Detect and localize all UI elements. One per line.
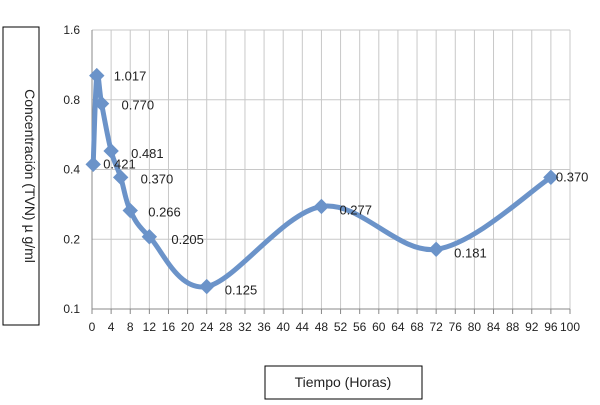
x-tick-label: 60 xyxy=(372,320,386,334)
data-point-marker xyxy=(199,278,215,295)
x-tick-label: 16 xyxy=(162,320,176,334)
data-point-marker xyxy=(428,241,444,258)
data-point-marker xyxy=(313,198,330,215)
y-tick-label: 0.8 xyxy=(63,93,80,107)
x-tick-label: 92 xyxy=(525,320,539,334)
x-tick-label: 36 xyxy=(257,320,271,334)
x-tick-label: 28 xyxy=(219,320,233,334)
data-point-marker xyxy=(112,169,129,186)
data-point-marker xyxy=(122,202,138,219)
x-tick-label: 32 xyxy=(238,320,252,334)
data-label: 0.277 xyxy=(339,202,372,217)
data-point-marker xyxy=(93,95,110,112)
x-tick-label: 8 xyxy=(127,320,134,334)
x-tick-label: 0 xyxy=(89,320,96,334)
x-tick-label: 88 xyxy=(506,320,520,334)
x-tick-label: 52 xyxy=(334,320,348,334)
x-tick-label: 48 xyxy=(315,320,329,334)
x-tick-label: 56 xyxy=(353,320,367,334)
x-tick-label: 68 xyxy=(410,320,424,334)
x-tick-label: 20 xyxy=(181,320,195,334)
y-tick-labels: 0.1 0.2 0.4 0.8 1.6 xyxy=(63,23,80,316)
data-points xyxy=(85,67,559,295)
y-tick-label: 0.4 xyxy=(63,163,80,177)
data-point-marker xyxy=(543,169,559,186)
y-tick-label: 1.6 xyxy=(63,23,80,37)
x-tick-label: 24 xyxy=(200,320,214,334)
data-label: 0.770 xyxy=(122,98,155,113)
data-point-marker xyxy=(89,67,105,84)
data-label: 0.370 xyxy=(141,171,174,186)
x-tick-label: 64 xyxy=(391,320,405,334)
series-line-path xyxy=(90,70,554,290)
data-point-marker xyxy=(103,143,119,159)
y-axis-title-box xyxy=(2,26,40,326)
data-label: 0.421 xyxy=(103,156,136,171)
x-tick-label: 40 xyxy=(277,320,291,334)
x-tick-label: 80 xyxy=(468,320,482,334)
data-label: 0.125 xyxy=(225,283,258,298)
data-label: 0.205 xyxy=(171,232,204,247)
x-axis-title-box xyxy=(264,365,423,400)
data-label: 0.370 xyxy=(556,169,589,184)
y-tick-label: 0.2 xyxy=(63,232,80,246)
data-labels: 0.421 1.017 0.770 0.481 0.370 0.266 0.205 0.125… xyxy=(103,69,588,298)
y-axis-title: Concentración (TVN) µ g/ml xyxy=(22,89,38,263)
data-label: 1.017 xyxy=(114,69,147,84)
x-tick-label: 76 xyxy=(449,320,463,334)
y-tick-label: 0.1 xyxy=(63,302,80,316)
x-tick-label: 4 xyxy=(108,320,115,334)
grid xyxy=(91,29,571,310)
x-tick-label: 72 xyxy=(429,320,443,334)
x-tick-labels: 0 4 8 12 16 20 24 28 32 36 40 44 48 52 56 60 64 68 72 76 80 8… xyxy=(89,320,581,334)
x-tick-label: 12 xyxy=(143,320,157,334)
series-line xyxy=(90,70,554,290)
data-point-marker xyxy=(141,229,158,245)
data-point-marker xyxy=(85,156,101,173)
x-tick-label: 96 xyxy=(544,320,558,334)
x-axis-title: Tiempo (Horas) xyxy=(295,374,392,390)
x-tick-label: 44 xyxy=(296,320,310,334)
data-label: 0.266 xyxy=(148,205,181,220)
data-label: 0.481 xyxy=(131,146,164,161)
x-tick-label: 100 xyxy=(560,320,580,334)
data-label: 0.181 xyxy=(454,245,487,260)
x-tick-label: 84 xyxy=(487,320,501,334)
